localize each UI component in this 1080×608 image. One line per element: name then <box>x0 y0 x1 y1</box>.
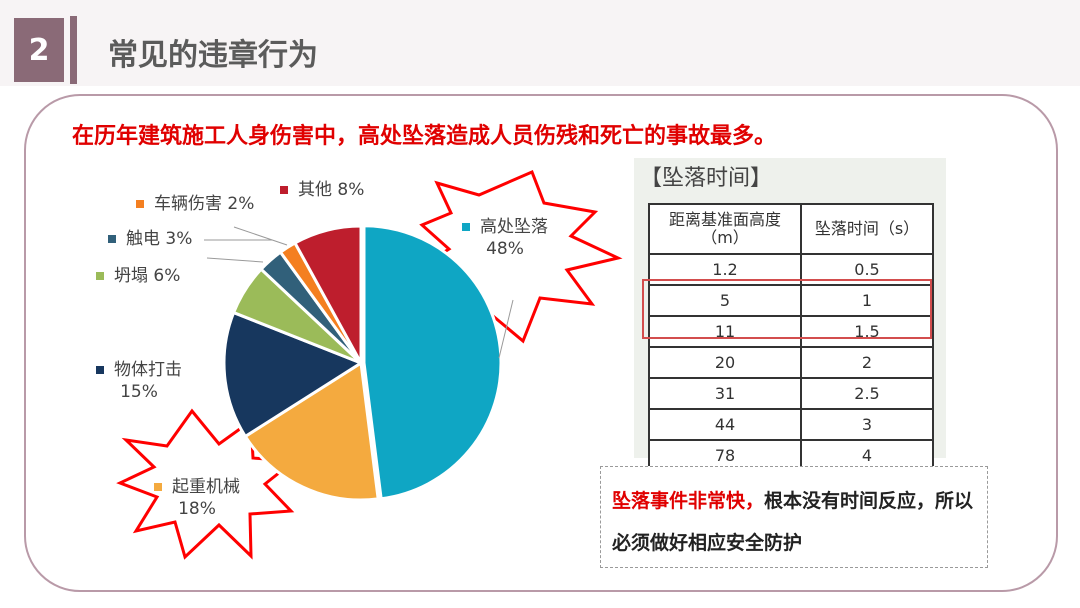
cell-height: 20 <box>648 346 802 379</box>
label-high-fall: 高处坠落 48% <box>462 216 548 260</box>
slice-crane <box>243 360 380 502</box>
label-name: 起重机械 <box>172 477 240 497</box>
table-row: 44 3 <box>648 408 934 441</box>
header-bar: 2 常见的违章行为 <box>0 0 1080 86</box>
column-header: 坠落时间（s） <box>800 203 934 255</box>
leader-line <box>206 257 264 263</box>
note-rest: 根本没有时间反应，所以必须做好相应安全防护 <box>612 490 974 554</box>
note-box <box>600 466 988 568</box>
cell-time: 2 <box>800 346 934 379</box>
slice-other <box>292 224 363 364</box>
leader-line <box>233 226 288 246</box>
label-value: 48% <box>486 239 524 259</box>
section-divider <box>70 16 77 84</box>
table-row: 20 2 <box>648 346 934 379</box>
table-header-row: 距离基准面高度（m） 坠落时间（s） <box>648 203 934 255</box>
cell-height: 44 <box>648 408 802 441</box>
headline: 在历年建筑施工人身伤害中，高处坠落造成人员伤残和死亡的事故最多。 <box>72 124 777 149</box>
label-name: 触电 <box>126 229 160 249</box>
label-value: 3% <box>165 229 193 249</box>
table-row: 78 4 <box>648 439 934 472</box>
cell-time: 1 <box>800 284 934 317</box>
label-other: 其他 8% <box>280 179 364 201</box>
label-name: 物体打击 <box>114 360 182 380</box>
label-value: 18% <box>178 499 216 519</box>
label-value: 2% <box>227 194 255 214</box>
cell-height: 5 <box>648 284 802 317</box>
cell-time: 1.5 <box>800 315 934 348</box>
cell-height: 31 <box>648 377 802 410</box>
label-value: 6% <box>153 266 181 286</box>
table-row: 11 1.5 <box>648 315 934 348</box>
legend-swatch <box>96 366 104 374</box>
label-crane: 起重机械 18% <box>154 476 240 520</box>
note-highlight: 坠落事件非常快， <box>612 490 765 512</box>
legend-swatch <box>108 235 116 243</box>
label-value: 8% <box>337 180 365 200</box>
leader-line <box>498 299 514 359</box>
label-name: 高处坠落 <box>480 217 548 237</box>
cell-time: 2.5 <box>800 377 934 410</box>
table-row: 31 2.5 <box>648 377 934 410</box>
label-name: 车辆伤害 <box>154 194 222 214</box>
label-vehicle: 车辆伤害 2% <box>136 193 254 215</box>
label-value: 15% <box>120 382 158 402</box>
legend-swatch <box>154 483 162 491</box>
label-name: 坍塌 <box>114 266 148 286</box>
label-name: 其他 <box>298 180 332 200</box>
slice-high-fall <box>362 224 503 501</box>
legend-swatch <box>96 272 104 280</box>
cell-height: 11 <box>648 315 802 348</box>
column-header: 距离基准面高度（m） <box>648 203 802 255</box>
label-collapse: 坍塌 6% <box>96 265 180 287</box>
legend-swatch <box>136 200 144 208</box>
label-electric-shock: 触电 3% <box>108 228 192 250</box>
legend-swatch <box>462 223 470 231</box>
note-text: 坠落事件非常快，根本没有时间反应，所以必须做好相应安全防护 <box>612 480 982 564</box>
slice-object-strike <box>222 310 365 439</box>
fall-table-title: 【坠落时间】 <box>640 166 773 191</box>
highlight-rows-box <box>642 279 932 339</box>
legend-swatch <box>280 186 288 194</box>
page-title: 常见的违章行为 <box>108 38 318 73</box>
section-number: 2 <box>14 18 64 82</box>
cell-time: 3 <box>800 408 934 441</box>
label-object-strike: 物体打击 15% <box>96 359 182 403</box>
burst-shape-bottom <box>116 408 298 560</box>
